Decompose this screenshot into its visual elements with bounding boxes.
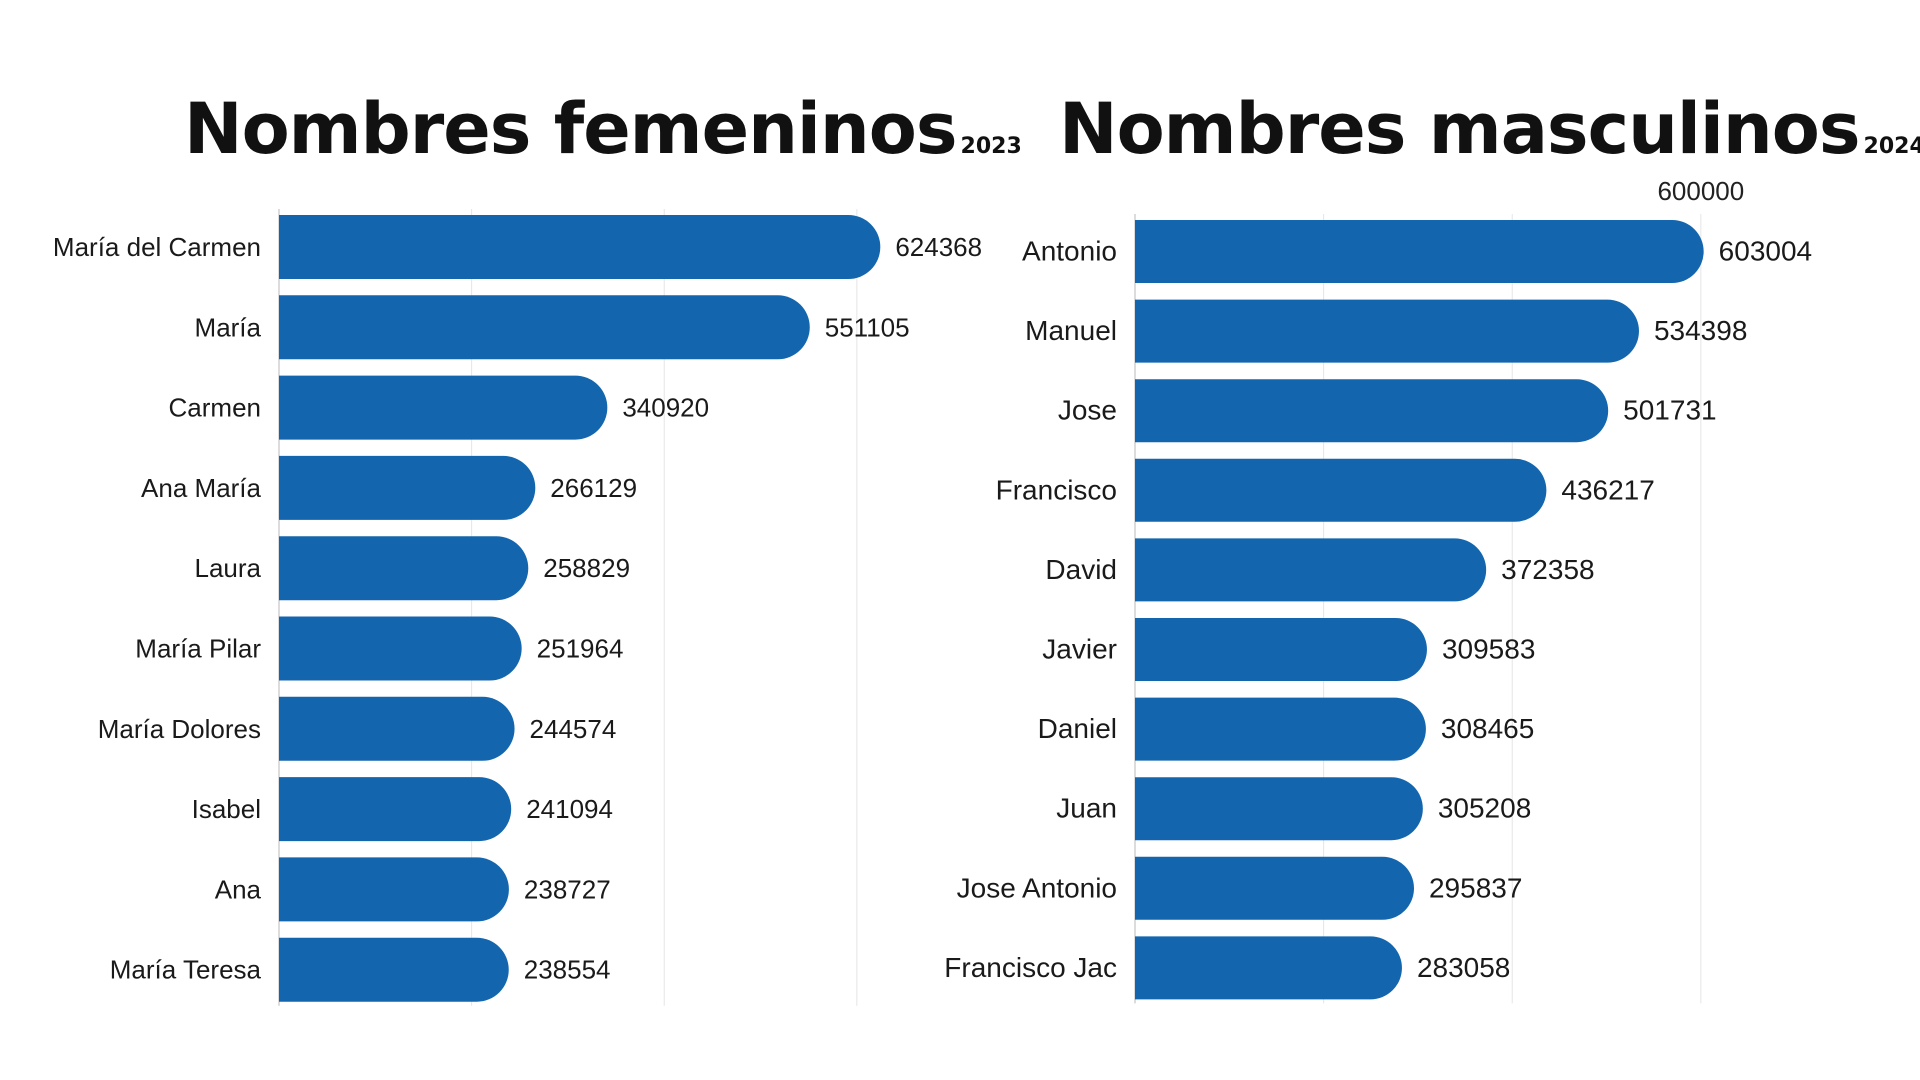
male-bar (1135, 697, 1426, 761)
female-value-label: 251964 (537, 634, 624, 664)
female-category-label: Laura (195, 553, 262, 583)
male-category-label: Francisco Jac (944, 952, 1117, 983)
male-category-label: Antonio (1022, 236, 1117, 267)
female-category-label: María Dolores (98, 714, 261, 744)
female-bar (279, 215, 881, 279)
male-bar (1135, 220, 1704, 283)
male-chart-subtitle: 2024 (1863, 134, 1920, 159)
female-category-label: María del Carmen (53, 232, 261, 262)
female-value-label: 244574 (530, 714, 617, 744)
female-category-label: Carmen (169, 393, 261, 423)
male-category-label: Jose Antonio (957, 872, 1117, 903)
male-chart-title: Nombres masculinos (1059, 88, 1861, 170)
female-bar (279, 696, 515, 761)
male-value-label: 534398 (1654, 315, 1747, 346)
female-chart-title: Nombres femeninos (184, 88, 958, 170)
female-bar (279, 455, 536, 520)
male-bar (1135, 618, 1427, 681)
female-bar (279, 536, 529, 601)
male-category-label: Manuel (1025, 315, 1117, 346)
female-category-label: María (195, 312, 262, 342)
male-category-label: Javier (1042, 634, 1117, 665)
female-bar (279, 616, 522, 681)
female-chart-subtitle: 2023 (960, 134, 1022, 159)
male-bar-chart: 600000 Antonio 603004 Manuel 534398 Jose 50173… (944, 176, 1812, 1004)
female-value-label: 551105 (825, 312, 910, 342)
male-bar (1135, 936, 1402, 1000)
male-bar (1135, 777, 1423, 841)
male-title-block: Nombres masculinos 2024 (1059, 88, 1920, 170)
male-value-label: 603004 (1719, 236, 1812, 267)
male-bar (1135, 299, 1639, 363)
female-bar (279, 857, 509, 922)
female-value-label: 238727 (524, 874, 611, 904)
male-value-label: 283058 (1417, 952, 1510, 983)
male-value-label: 308465 (1441, 713, 1534, 744)
female-value-label: 241094 (526, 794, 613, 824)
male-category-label: Jose (1058, 395, 1117, 426)
male-category-label: Francisco (996, 474, 1117, 505)
female-category-label: Ana (215, 874, 262, 904)
female-value-label: 238554 (524, 955, 611, 985)
female-value-label: 266129 (550, 473, 637, 503)
male-category-label: David (1045, 554, 1117, 585)
female-category-label: María Teresa (110, 955, 262, 985)
male-value-label: 372358 (1501, 554, 1594, 585)
male-category-label: Daniel (1038, 713, 1117, 744)
male-value-label: 309583 (1442, 634, 1535, 665)
male-value-label: 305208 (1438, 793, 1531, 824)
male-value-label: 436217 (1561, 474, 1654, 505)
female-value-label: 624368 (895, 232, 982, 262)
male-bar (1135, 538, 1487, 602)
female-names-panel: Nombres femeninos 2023 María del Carmen 62… (53, 88, 1022, 1006)
male-bar (1135, 379, 1609, 443)
male-bar (1135, 458, 1547, 522)
female-bar-chart: María del Carmen 624368 María 551105 Carmen 3… (53, 209, 982, 1006)
female-category-label: Ana María (141, 473, 261, 503)
male-tick-label: 600000 (1657, 176, 1744, 206)
male-names-panel: Nombres masculinos 2024 600000 Antonio 6030… (944, 0, 1920, 1080)
male-value-label: 501731 (1623, 395, 1716, 426)
male-bar (1135, 856, 1414, 920)
male-value-label: 295837 (1429, 872, 1522, 903)
male-category-label: Juan (1056, 793, 1117, 824)
female-bar (279, 937, 509, 1002)
female-bar (279, 777, 512, 842)
female-value-label: 258829 (543, 553, 630, 583)
female-category-label: María Pilar (135, 634, 261, 664)
female-bar (279, 295, 810, 360)
female-category-label: Isabel (192, 794, 261, 824)
female-value-label: 340920 (622, 393, 709, 423)
female-bar (279, 375, 608, 440)
female-title-block: Nombres femeninos 2023 (184, 88, 1022, 170)
